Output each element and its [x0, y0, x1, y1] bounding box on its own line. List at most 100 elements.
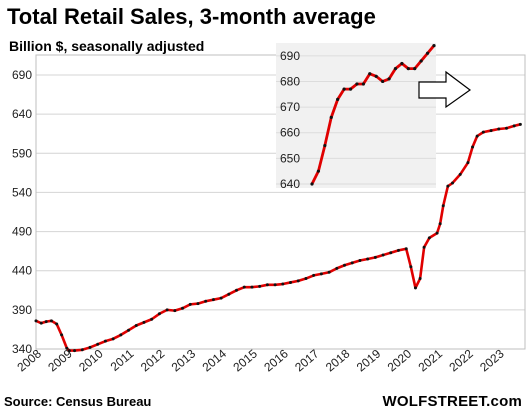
y-tick-label: 690 — [12, 68, 32, 82]
data-point — [438, 222, 442, 226]
data-point — [73, 349, 77, 353]
data-point — [404, 247, 408, 251]
x-tick-label: 2014 — [200, 346, 230, 374]
inset-y-tick-label: 680 — [280, 74, 300, 88]
data-point — [327, 270, 331, 274]
data-point — [165, 308, 169, 312]
data-point — [119, 333, 123, 337]
data-point — [335, 266, 339, 270]
inset-y-tick-label: 660 — [280, 126, 300, 140]
data-point — [88, 345, 92, 349]
inset-grid — [276, 55, 436, 185]
data-point — [397, 248, 401, 252]
inset-chart: 640 650 660 670 680 690 — [276, 43, 436, 191]
data-point — [427, 236, 431, 240]
inset-data-point — [406, 67, 410, 71]
data-point — [518, 122, 522, 126]
y-tick-label: 540 — [12, 185, 32, 199]
data-point — [381, 253, 385, 257]
y-tick-label: 440 — [12, 264, 32, 278]
inset-data-point — [355, 82, 359, 86]
inset-y-tick-label: 640 — [280, 177, 300, 191]
x-tick-label: 2022 — [446, 346, 476, 374]
data-point — [350, 261, 354, 265]
inset-data-point — [323, 143, 327, 148]
y-tick-label: 590 — [12, 146, 32, 160]
inset-data-point — [387, 77, 391, 81]
data-point — [49, 319, 53, 323]
data-point — [80, 348, 84, 352]
data-point — [39, 321, 43, 325]
data-point — [204, 299, 208, 303]
x-tick-label: 2023 — [477, 346, 507, 374]
data-point — [65, 346, 69, 350]
data-point — [512, 124, 516, 128]
inset-data-point — [393, 67, 398, 71]
data-point — [343, 263, 347, 267]
inset-series — [310, 43, 436, 186]
data-point — [481, 130, 485, 134]
data-point — [497, 127, 501, 131]
data-point — [319, 272, 323, 276]
data-point — [60, 333, 64, 337]
inset-y-tick-label: 690 — [280, 49, 300, 63]
data-point — [103, 339, 107, 343]
inset-y-tick-label: 650 — [280, 151, 300, 165]
data-point — [55, 322, 59, 326]
data-point — [258, 284, 262, 288]
x-tick-label: 2018 — [323, 346, 353, 374]
inset-data-point — [368, 72, 372, 76]
main-x-axis: 2008 2009 2010 2011 2012 2013 2014 2015 2016 2017… — [14, 346, 506, 374]
data-point — [489, 129, 493, 133]
data-point — [188, 302, 192, 306]
data-point — [242, 285, 246, 289]
data-point — [446, 184, 450, 188]
data-point — [450, 181, 454, 185]
y-tick-label: 490 — [12, 225, 32, 239]
inset-background — [276, 43, 436, 188]
data-point — [418, 277, 422, 281]
data-point — [413, 286, 417, 290]
inset-y-tick-label: 670 — [280, 100, 300, 114]
data-point — [265, 283, 269, 287]
inset-data-point — [400, 61, 404, 66]
data-point — [296, 279, 300, 283]
data-point — [96, 342, 100, 346]
source-label: Source: Census Bureau — [4, 394, 152, 409]
inset-data-point — [361, 82, 365, 86]
data-point — [34, 319, 38, 323]
inset-data-point — [425, 51, 430, 55]
data-point — [312, 273, 316, 277]
data-point — [373, 255, 377, 259]
data-point — [422, 245, 426, 249]
inset-data-point — [374, 74, 378, 78]
y-tick-label: 640 — [12, 107, 32, 121]
watermark: WOLFSTREET.com — [382, 393, 522, 410]
chart-title: Total Retail Sales, 3-month average — [7, 4, 376, 29]
inset-data-point — [336, 97, 340, 101]
inset-data-point — [342, 87, 346, 91]
data-point — [358, 259, 362, 263]
data-point — [281, 282, 285, 286]
inset-data-point — [419, 59, 423, 63]
x-tick-label: 2019 — [354, 346, 384, 374]
main-series — [34, 122, 522, 353]
data-point — [111, 337, 115, 341]
data-point — [134, 324, 138, 328]
y-tick-label: 390 — [12, 303, 32, 317]
data-point — [304, 277, 308, 281]
data-point — [235, 288, 239, 292]
inset-data-point — [348, 87, 353, 91]
inset-data-point — [432, 43, 436, 48]
data-point — [389, 251, 393, 255]
data-point — [250, 285, 254, 289]
inset-data-point — [381, 79, 385, 84]
data-point — [475, 134, 479, 138]
inset-data-point — [413, 67, 417, 71]
data-point — [471, 145, 475, 149]
data-point — [466, 161, 470, 165]
data-point — [142, 320, 146, 324]
data-point — [127, 328, 131, 332]
data-point — [227, 292, 231, 296]
data-point — [196, 302, 200, 306]
